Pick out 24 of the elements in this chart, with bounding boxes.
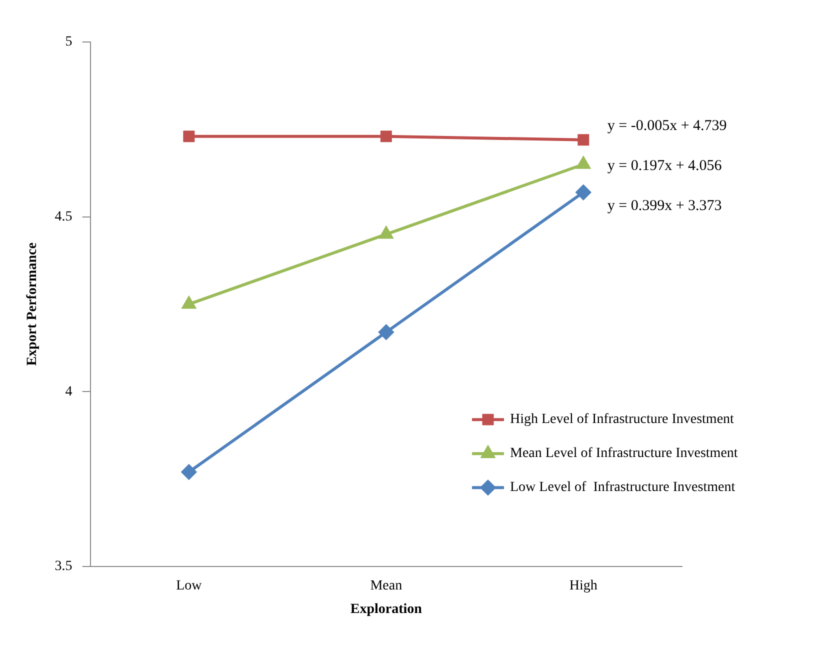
legend-label: High Level of Infrastructure Investment — [510, 412, 734, 428]
annotation: y = 0.197x + 4.056 — [607, 158, 722, 174]
legend-label: Low Level of Infrastructure Investment — [510, 480, 736, 496]
point — [578, 134, 590, 146]
x-tick-label: High — [569, 578, 598, 594]
point — [576, 184, 591, 200]
point — [378, 324, 394, 340]
x-tick-label: Low — [176, 578, 203, 594]
y-tick-label: 5 — [65, 34, 72, 50]
x-tick-label: Mean — [370, 578, 402, 594]
y-tick-label: 4 — [65, 384, 72, 400]
point — [380, 130, 392, 142]
annotation: y = -0.005x + 4.739 — [607, 118, 727, 134]
point — [181, 464, 196, 480]
legend-label: Mean Level of Infrastructure Investment — [510, 446, 738, 462]
point — [379, 226, 393, 239]
point — [182, 296, 196, 309]
annotation: y = 0.399x + 3.373 — [607, 198, 722, 214]
x-axis-title: Exploration — [350, 602, 422, 618]
y-axis-title: Export Performance — [25, 242, 40, 366]
y-tick-label: 4.5 — [54, 209, 72, 224]
point — [576, 156, 590, 169]
point — [183, 130, 195, 142]
y-tick-label: 3.5 — [54, 559, 72, 574]
